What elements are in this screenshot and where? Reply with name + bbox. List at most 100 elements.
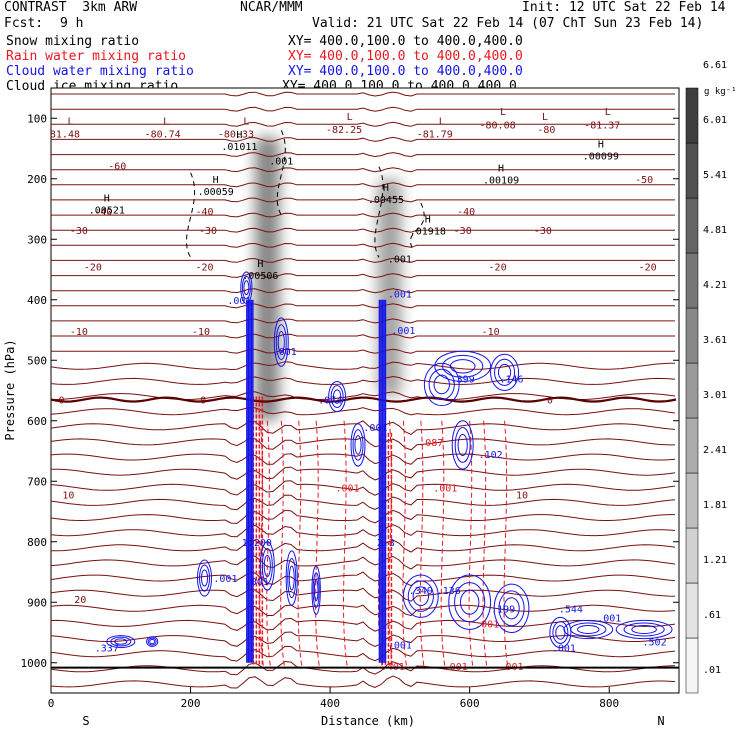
contour-value-label: 1.200 [242,538,272,549]
temperature-label: 0 [547,396,553,407]
forecast-label: Fcst: [4,16,44,31]
extremum-marker: H [498,163,504,174]
y-tick-label: 200 [27,173,47,186]
cloud-water-contour-7 [287,557,297,599]
cloud-water-contour-16 [146,636,159,647]
temperature-label: -10 [192,327,210,338]
colorbar-cell [685,307,699,364]
init-time: Init: 12 UTC Sat 22 Feb 14 [522,0,726,15]
temperature-label: 0 [58,396,64,407]
contour-value-label: .001 [388,641,412,652]
contour-value-label: .199 [491,604,515,615]
temperature-label: -20 [195,262,213,273]
rain-contour-1 [266,420,272,669]
temperature-contour [51,257,675,263]
temperature-contour [51,453,676,465]
cloud-water-contour-13 [549,616,572,649]
extremum-marker: L [163,116,169,127]
cloud-water-contour-13 [555,625,566,640]
cloud-water-contour-12 [563,619,614,640]
temperature-label: -30 [534,226,552,237]
temperature-contour [51,466,676,481]
cloud-water-contour-8 [312,572,320,609]
temperature-label: -30 [199,226,217,237]
cloud-water-contour-4 [494,358,516,386]
rain-contour-12 [482,420,488,669]
contour-value-label: .136 [437,586,461,597]
y-tick-label: 600 [27,415,47,428]
temperature-label: 0 [200,396,206,407]
cloud-water-contour-1 [275,324,287,361]
contour-value-label: .102 [479,450,503,461]
temperature-contour [51,242,675,248]
colorbar-cell [685,87,699,144]
temperature-contour [51,587,676,602]
temperature-contour [51,375,676,385]
extremum-marker: L [347,112,353,123]
cloud-water-contour-11 [503,597,520,620]
temperature-contour [51,333,675,339]
contour-value-label: .544 [559,604,583,615]
contour-value-label: .001 [433,483,457,494]
temperature-contour [51,571,676,587]
contour-value-label: .001 [363,423,387,434]
temperature-label: -20 [489,262,507,273]
contour-value-label: .001 [245,577,269,588]
contour-value-label: .001 [597,613,621,624]
extremum-marker: H [257,259,263,270]
cloud-water-contour-2 [434,350,492,382]
cloud-water-contour-15 [106,635,136,649]
colorbar-level-label: 3.61 [703,335,727,346]
rain-contour-10 [440,420,446,669]
temperature-label: -40 [457,207,475,218]
rain-contour-0 [259,420,265,669]
cloud-water-contour-19 [354,435,362,455]
cloud-ice-contours [186,130,425,258]
temperature-label: -30 [70,226,88,237]
x-tick-label: 0 [48,697,55,710]
rain-contour-4 [315,420,321,669]
valid-time: Valid: 21 UTC Sat 22 Feb 14 (07 ChT Sun … [312,16,704,31]
temperature-contour [51,212,675,218]
field-name-cloud-water: Cloud water mixing ratio [6,64,194,79]
contour-value-label: .399 [451,374,475,385]
colorbar-level-label: 4.21 [703,280,727,291]
colorbar-level-label: 2.41 [703,445,727,456]
extremum-marker: H [213,175,219,186]
field-xy-cloud-water: XY= 400.0,100.0 to 400.0,400.0 [288,64,523,79]
cloud-water-contours [106,271,673,663]
cloud-water-contour-1 [273,317,289,367]
cloud-water-contour-18 [454,427,471,463]
temperature-label: -80.08 [480,120,516,131]
colorbar-cell [685,362,699,419]
cloud-water-contour-12 [577,624,600,634]
temperature-contour [51,539,676,553]
cloud-water-contour-0 [243,280,250,296]
temperature-contour [51,136,675,142]
y-tick-label: 500 [27,354,47,367]
x-axis-left-end: S [82,714,89,728]
extremum-marker: L [605,107,611,118]
temperature-contour [51,555,676,570]
cloud-water-contour-5 [328,380,346,413]
contour-value-label: .087 [419,438,443,449]
cloud-water-contour-1 [277,331,285,354]
temperature-contour [51,524,676,538]
rain-contour-2 [280,420,286,669]
contour-value-label: .502 [643,638,667,649]
y-tick-label: 300 [27,233,47,246]
cloud-water-contour-0 [241,275,251,300]
colorbar-unit: g kg⁻¹ [704,87,737,97]
extremum-marker: L [500,107,506,118]
model-title: CONTRAST 3km ARW [4,0,138,15]
temperature-contour [51,406,676,416]
colorbar-cell [685,252,699,309]
contour-value-label: .074 [318,396,342,407]
cloud-water-contour-19 [350,423,366,467]
cloud-water-contour-9 [402,574,439,618]
colorbar-level-label: 1.21 [703,555,727,566]
cloud-water-contour-6 [263,554,271,578]
colorbar-level-label: 6.61 [703,60,727,71]
contour-value-label: .146 [499,374,523,385]
